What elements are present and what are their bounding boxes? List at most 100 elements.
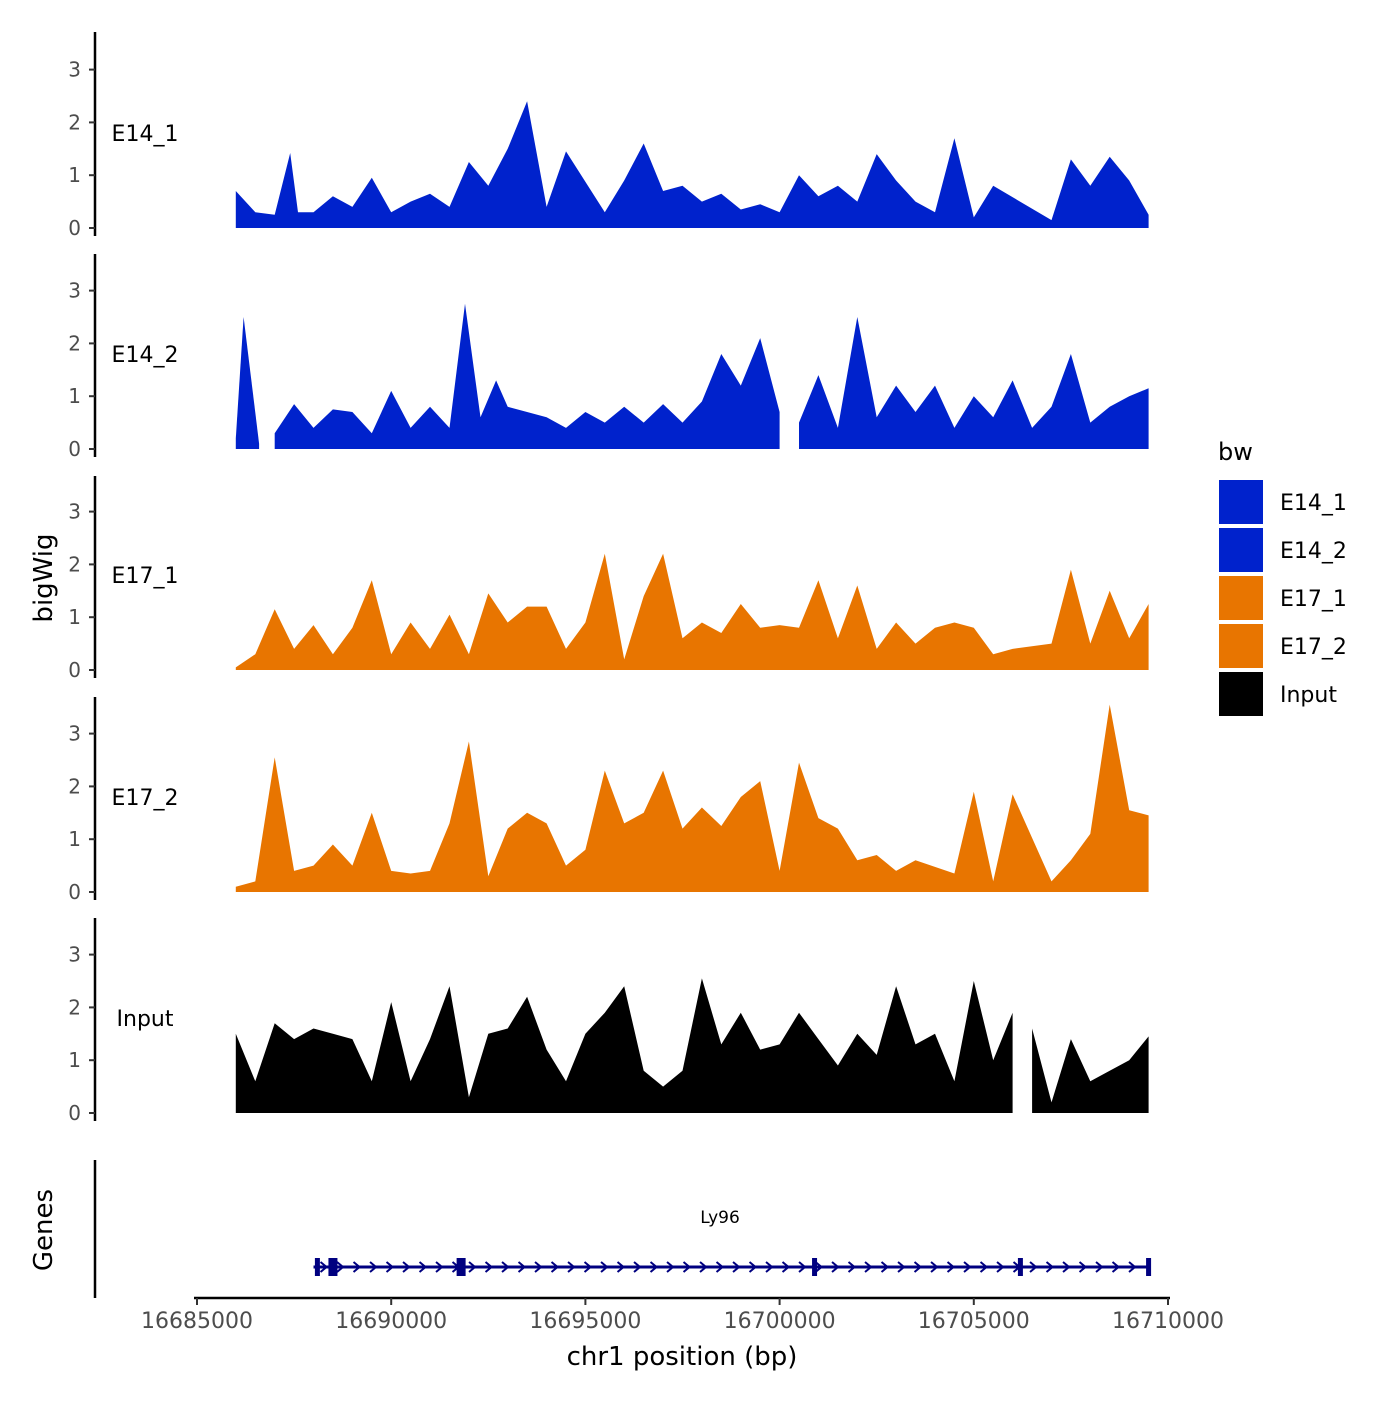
track-panel-e17_1: 0 1 2 3 E17_1 [68, 476, 1149, 682]
strand-chevron [649, 1261, 659, 1273]
exon [314, 1258, 320, 1276]
strand-chevron [946, 1261, 956, 1273]
strand-chevron [996, 1261, 1005, 1273]
track-panels: 0 1 2 3 E14_1 0 1 2 3 E14_2 0 1 2 3 E17_1 0 1 2 3 E17_2 0 1 2 3… [68, 32, 1149, 1125]
strand-chevron [501, 1261, 510, 1273]
area-e14_1 [235, 101, 1149, 228]
y-tick-label: 1 [68, 827, 81, 851]
legend-swatch-e17_1 [1219, 576, 1263, 620]
strand-chevron [468, 1261, 477, 1273]
track-panel-e14_2: 0 1 2 3 E14_2 [68, 254, 1149, 461]
legend: bw E14_1 E14_2 E17_1 E17_2 Input [1218, 438, 1347, 716]
strand-chevron [319, 1261, 329, 1273]
legend-label-e14_1: E14_1 [1280, 491, 1347, 516]
strand-chevron [748, 1261, 758, 1273]
y-tick-label: 1 [68, 163, 81, 187]
y-tick-label: 0 [68, 1101, 81, 1125]
legend-title: bw [1218, 438, 1253, 466]
strand-chevron [1078, 1261, 1088, 1273]
strand-chevron [682, 1261, 692, 1273]
y-tick-label: 2 [68, 995, 81, 1019]
y-tick-label: 2 [68, 774, 81, 798]
exon [1146, 1258, 1152, 1276]
x-tick-label: 16710000 [1112, 1309, 1224, 1334]
strand-chevron [847, 1261, 857, 1273]
strand-chevron [666, 1261, 675, 1273]
y-tick-label: 3 [68, 279, 81, 303]
strand-chevron [1095, 1261, 1104, 1273]
strand-chevron [583, 1261, 593, 1273]
strand-chevron [913, 1261, 923, 1273]
strand-chevron [831, 1261, 840, 1273]
x-tick-label: 16700000 [724, 1309, 836, 1334]
y-tick-label: 0 [68, 658, 81, 682]
strand-chevron [732, 1261, 741, 1273]
strand-chevron [798, 1261, 807, 1273]
strand-chevron [880, 1261, 890, 1273]
x-axis-title: chr1 position (bp) [567, 1342, 798, 1372]
legend-swatch-input [1219, 672, 1263, 716]
strand-chevron [600, 1261, 609, 1273]
y-tick-label: 3 [68, 722, 81, 746]
y-tick-label: 0 [68, 437, 81, 461]
track-panel-input: 0 1 2 3 Input [68, 918, 1149, 1125]
strand-chevron [616, 1261, 626, 1273]
track-panel-e17_2: 0 1 2 3 E17_2 [68, 697, 1149, 904]
track-label-input: Input [117, 1007, 174, 1032]
strand-chevron [715, 1261, 725, 1273]
strand-chevron [633, 1261, 642, 1273]
strand-chevron [517, 1261, 527, 1273]
track-label-e17_1: E17_1 [112, 564, 179, 589]
legend-label-e14_2: E14_2 [1280, 539, 1347, 564]
strand-chevron [1128, 1261, 1137, 1273]
y-tick-label: 1 [68, 605, 81, 629]
x-tick-label: 16705000 [918, 1309, 1030, 1334]
strand-chevron [963, 1261, 972, 1273]
strand-chevron [765, 1261, 774, 1273]
x-axis: 16685000 16690000 16695000 16700000 16705000… [141, 1296, 1224, 1334]
y-tick-label: 2 [68, 110, 81, 134]
track-label-e14_2: E14_2 [112, 343, 179, 368]
x-tick-label: 16695000 [529, 1309, 641, 1334]
gene-name-label: Ly96 [700, 1208, 740, 1228]
gene-track: Ly96 [93, 1160, 1152, 1298]
strand-chevron [484, 1261, 494, 1273]
legend-label-e17_1: E17_1 [1280, 587, 1347, 612]
area-input [235, 978, 1013, 1113]
exon [812, 1258, 818, 1276]
strand-chevron [930, 1261, 939, 1273]
strand-chevron [550, 1261, 560, 1273]
area-e17_1 [235, 553, 1149, 670]
strand-chevron [864, 1261, 873, 1273]
exon [456, 1258, 466, 1276]
area-input [1032, 1028, 1149, 1113]
legend-label-e17_2: E17_2 [1280, 635, 1347, 660]
strand-chevron [781, 1261, 791, 1273]
y-tick-label: 3 [68, 943, 81, 967]
legend-swatch-e17_2 [1219, 624, 1263, 668]
y-tick-label: 0 [68, 880, 81, 904]
genes-track-label: Genes [29, 1189, 59, 1271]
y-tick-label: 3 [68, 58, 81, 82]
exon [328, 1258, 338, 1276]
strand-chevron [352, 1261, 362, 1273]
strand-chevron [385, 1261, 395, 1273]
area-e14_2 [235, 317, 260, 449]
strand-chevron [418, 1261, 428, 1273]
x-tick-label: 16685000 [141, 1309, 253, 1334]
area-e14_2 [274, 303, 780, 449]
strand-chevron [979, 1261, 989, 1273]
legend-swatch-e14_1 [1219, 480, 1263, 524]
strand-chevron [1045, 1261, 1055, 1273]
strand-chevron [1062, 1261, 1071, 1273]
y-tick-label: 0 [68, 216, 81, 240]
strand-chevron [897, 1261, 906, 1273]
strand-chevron [336, 1261, 345, 1273]
exon [1017, 1258, 1023, 1276]
track-label-e17_2: E17_2 [112, 786, 179, 811]
y-tick-label: 1 [68, 384, 81, 408]
y-tick-label: 2 [68, 331, 81, 355]
strand-chevron [567, 1261, 576, 1273]
